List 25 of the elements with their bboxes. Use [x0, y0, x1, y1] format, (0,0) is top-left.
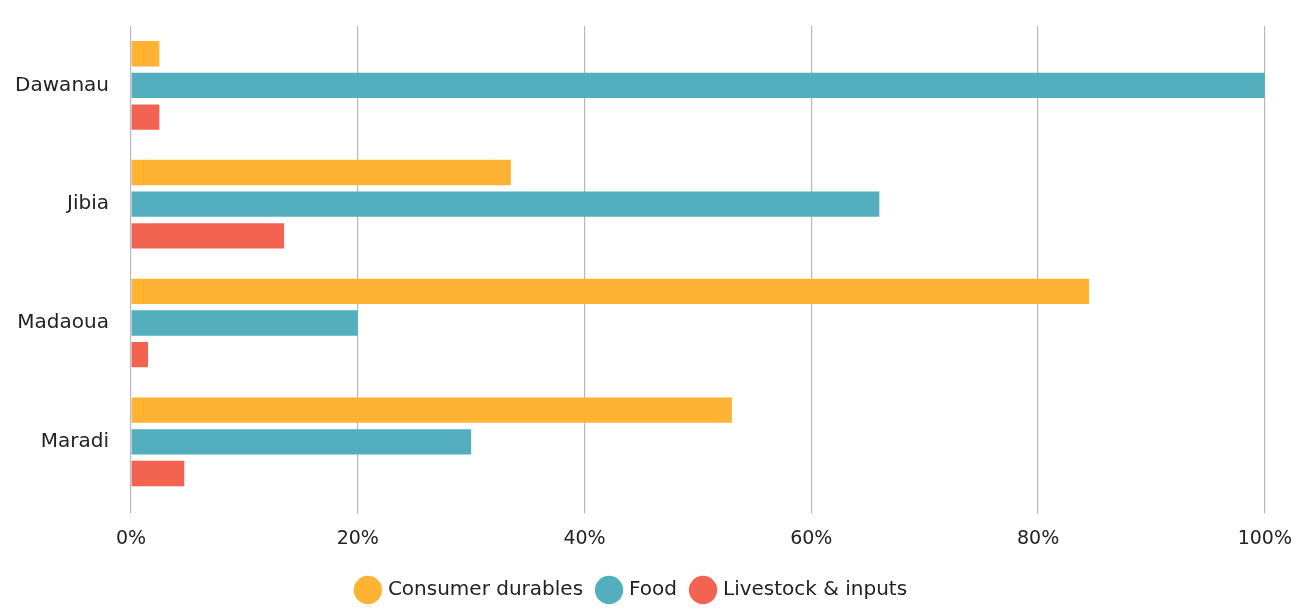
x-tick-label: 80%	[1016, 525, 1060, 548]
bar	[131, 191, 880, 217]
y-tick-label: Dawanau	[15, 71, 109, 96]
x-tick-label: 0%	[115, 525, 147, 548]
x-tick-label: 20%	[336, 525, 379, 548]
legend-label: Food	[629, 576, 678, 601]
bar	[131, 278, 1090, 304]
y-tick-label: Jibia	[65, 190, 109, 215]
bar	[131, 223, 285, 249]
bar	[131, 72, 1265, 99]
bar	[131, 342, 149, 368]
legend-label: Livestock & inputs	[723, 576, 908, 601]
bar	[131, 397, 732, 423]
y-tick-label: Maradi	[40, 428, 109, 452]
bar	[131, 429, 472, 455]
x-tick-label: 60%	[790, 525, 833, 548]
bar	[131, 159, 511, 186]
bar	[131, 460, 185, 487]
x-tick-label: 100%	[1237, 525, 1292, 548]
bar	[131, 104, 160, 130]
bar	[131, 310, 358, 336]
legend-label: Consumer durables	[387, 576, 584, 601]
y-tick-label: Madaoua	[17, 309, 109, 334]
x-tick-label: 40%	[563, 525, 606, 548]
bar	[131, 41, 160, 67]
